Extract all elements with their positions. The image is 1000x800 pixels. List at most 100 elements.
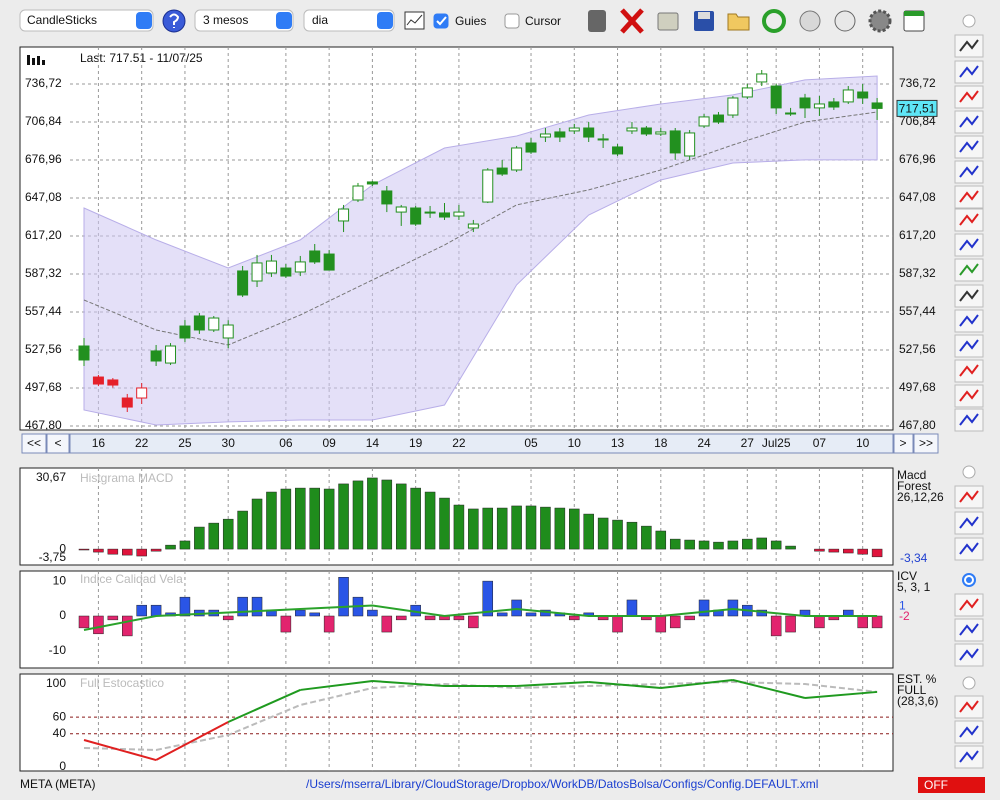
tool-button[interactable] — [954, 258, 984, 282]
tool-glyph — [959, 314, 979, 327]
bar — [727, 599, 739, 617]
bar — [237, 510, 248, 550]
tool-button[interactable] — [954, 334, 984, 358]
tool-button[interactable] — [954, 34, 984, 58]
tool-button[interactable] — [954, 208, 984, 232]
tool-button[interactable] — [954, 408, 984, 432]
tool-button[interactable] — [954, 745, 984, 769]
sync-icon[interactable] — [799, 10, 821, 32]
interval-select[interactable] — [303, 9, 395, 32]
tool-glyph — [959, 115, 979, 128]
candle-body — [554, 131, 566, 138]
tool-button[interactable] — [954, 643, 984, 667]
candle-body — [626, 127, 638, 132]
folder-icon[interactable] — [727, 13, 750, 31]
nav-next[interactable] — [893, 433, 914, 454]
bar — [525, 505, 537, 550]
candle-body — [92, 376, 104, 385]
tool-button[interactable] — [954, 60, 984, 84]
candle-body — [871, 102, 883, 109]
y-tick-label-right: 676,96 — [899, 152, 936, 166]
settings-icon[interactable] — [868, 9, 892, 33]
refresh-icon[interactable] — [762, 9, 786, 33]
panel-radio[interactable] — [962, 465, 976, 479]
candle-body — [294, 261, 306, 273]
trash-icon[interactable] — [588, 10, 606, 32]
save-icon-label — [698, 12, 710, 19]
candle-body — [842, 89, 854, 103]
bar — [569, 615, 580, 621]
panel-radio[interactable] — [962, 676, 976, 690]
candle-body — [741, 87, 753, 98]
bar — [395, 483, 407, 550]
chart-type-select[interactable] — [19, 9, 154, 32]
bar — [338, 483, 349, 550]
tool-button[interactable] — [954, 309, 984, 333]
bar — [814, 548, 825, 552]
cursor-checkbox[interactable] — [504, 13, 520, 29]
bar — [612, 615, 623, 633]
tool-glyph — [959, 190, 979, 203]
guides-checkbox[interactable] — [433, 13, 449, 29]
x-tick-label: 19 — [409, 436, 423, 450]
x-tick-label: 10 — [568, 436, 582, 450]
nav: << < > >> — [21, 433, 939, 454]
tool-glyph — [959, 39, 979, 52]
range-select[interactable] — [194, 9, 294, 32]
nav-prev[interactable] — [46, 433, 70, 454]
bar — [468, 508, 479, 550]
tool-button[interactable] — [954, 185, 984, 209]
tool-button[interactable] — [954, 384, 984, 408]
help-glyph — [169, 13, 180, 28]
bar — [323, 615, 335, 633]
tool-button[interactable] — [954, 593, 984, 617]
tool-button[interactable] — [954, 85, 984, 109]
bar — [511, 505, 522, 550]
tool-button[interactable] — [954, 485, 984, 509]
candle-body — [251, 262, 263, 282]
tool-button[interactable] — [954, 537, 984, 561]
y-tick-label: 647,08 — [25, 190, 62, 204]
tool-button[interactable] — [954, 110, 984, 134]
bar — [482, 507, 494, 550]
bar — [684, 539, 695, 550]
euro-icon[interactable] — [834, 10, 856, 32]
tool-button[interactable] — [954, 135, 984, 159]
tool-button[interactable] — [954, 720, 984, 744]
candle-body — [280, 267, 292, 277]
legend-entry: 26,12,26 — [897, 490, 944, 504]
config-path[interactable]: /Users/mserra/Library/CloudStorage/Dropb… — [306, 777, 818, 791]
bar — [439, 497, 450, 550]
delete-icon[interactable] — [620, 8, 644, 34]
tool-glyph — [959, 542, 979, 555]
tool-button[interactable] — [954, 233, 984, 257]
candle-body — [727, 97, 739, 116]
x-tick-label: 13 — [611, 436, 625, 450]
calendar-top — [904, 11, 924, 16]
tool-button[interactable] — [954, 284, 984, 308]
tool-glyph — [959, 725, 979, 738]
tool-button[interactable] — [954, 695, 984, 719]
tool-button[interactable] — [954, 359, 984, 383]
camera-icon[interactable] — [657, 12, 679, 31]
k-line-segment — [588, 680, 661, 689]
tool-button[interactable] — [954, 160, 984, 184]
x-tick-label: 22 — [135, 436, 149, 450]
tool-button[interactable] — [954, 618, 984, 642]
nav-first[interactable] — [21, 433, 47, 454]
tool-glyph — [959, 648, 979, 661]
bar — [871, 548, 883, 558]
tool-button[interactable] — [954, 511, 984, 535]
tool-glyph — [959, 289, 979, 302]
panel-radio[interactable] — [962, 14, 976, 28]
mode-box[interactable] — [918, 777, 985, 793]
bar — [626, 521, 638, 550]
icon-bar — [27, 55, 30, 65]
select-arrow — [276, 12, 292, 29]
x-tick-label: 10 — [856, 436, 870, 450]
chart-icon[interactable] — [404, 11, 425, 30]
bar — [655, 615, 667, 633]
nav-last[interactable] — [913, 433, 939, 454]
k-line-segment — [227, 689, 301, 723]
tool-glyph — [959, 165, 979, 178]
